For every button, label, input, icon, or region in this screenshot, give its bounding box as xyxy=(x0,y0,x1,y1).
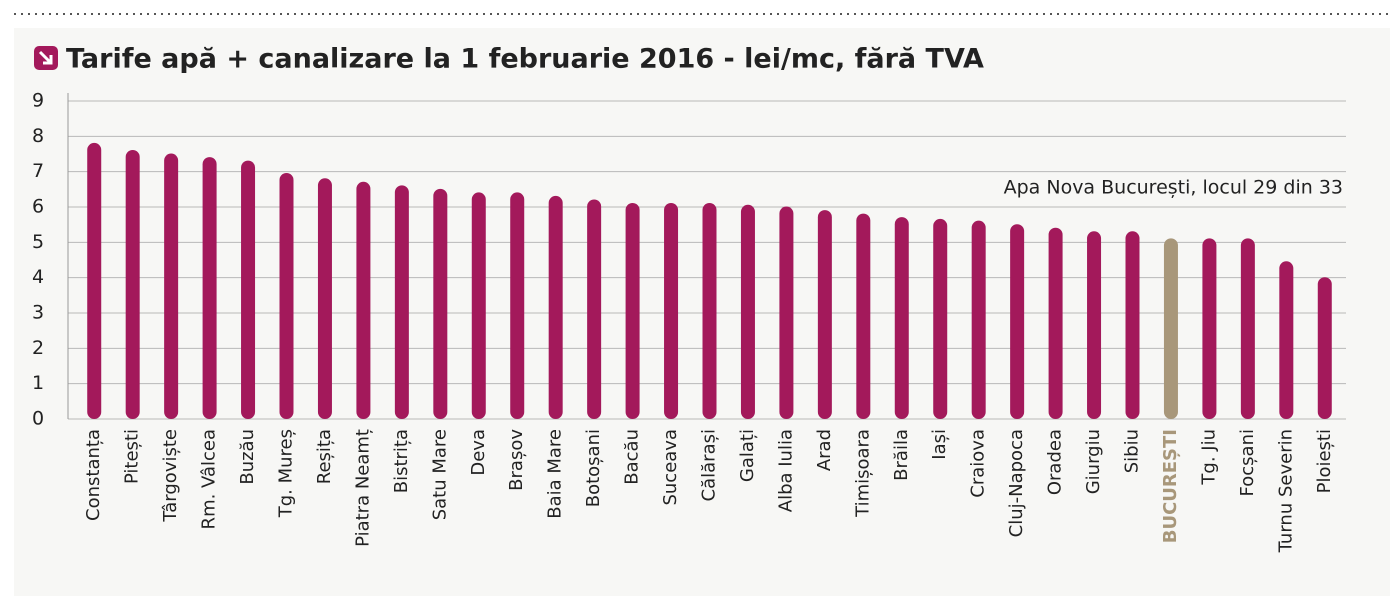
bar xyxy=(164,153,179,420)
x-tick-label: Timișoara xyxy=(852,429,873,518)
x-tick-label: Tg. Mureș xyxy=(276,429,297,518)
bar xyxy=(933,218,948,419)
bar xyxy=(394,185,409,419)
y-tick-label: 1 xyxy=(32,372,44,394)
bar xyxy=(1202,238,1217,419)
panel xyxy=(14,28,1390,596)
bar xyxy=(433,188,448,419)
bar xyxy=(1087,231,1102,419)
bar xyxy=(1240,238,1255,419)
x-tick-label: Târgoviște xyxy=(160,429,181,523)
x-tick-label: Rm. Vâlcea xyxy=(199,429,220,529)
bar xyxy=(702,203,717,419)
bar xyxy=(1317,277,1332,419)
x-tick-label: Suceava xyxy=(660,429,681,506)
bar xyxy=(125,150,140,419)
bar xyxy=(202,157,217,420)
x-tick-label: Tg. Jiu xyxy=(1198,429,1219,486)
y-tick-label: 9 xyxy=(32,90,44,112)
x-tick-label: Satu Mare xyxy=(429,429,450,520)
y-tick-label: 6 xyxy=(32,196,44,218)
bar xyxy=(1125,231,1140,419)
x-tick-label: Bistrița xyxy=(391,429,412,493)
y-tick-label: 4 xyxy=(32,266,44,288)
bar xyxy=(87,142,102,419)
bar xyxy=(317,178,332,419)
x-tick-label: Galați xyxy=(737,429,758,482)
bar xyxy=(894,217,909,419)
bar xyxy=(510,192,525,419)
x-tick-label: Giurgiu xyxy=(1083,429,1104,494)
x-tick-label: Buzău xyxy=(237,429,258,485)
bar xyxy=(356,181,371,419)
x-tick-label: Sibiu xyxy=(1122,429,1143,473)
bar xyxy=(1010,224,1025,419)
x-tick-label: Bacău xyxy=(622,429,643,485)
bar xyxy=(779,206,794,419)
x-tick-label: Iași xyxy=(929,429,950,460)
y-tick-label: 0 xyxy=(32,408,44,430)
bar xyxy=(471,192,486,419)
bar xyxy=(625,203,640,419)
bar xyxy=(1163,238,1178,419)
x-tick-label: Oradea xyxy=(1045,429,1066,495)
bar xyxy=(548,195,563,419)
x-tick-label: Baia Mare xyxy=(545,429,566,519)
x-tick-label: Pitești xyxy=(122,429,143,484)
bar xyxy=(1279,261,1294,419)
x-tick-label: Deva xyxy=(468,429,489,476)
bar xyxy=(971,220,986,419)
x-tick-label: Turnu Severin xyxy=(1275,429,1296,553)
x-tick-label: Reșița xyxy=(314,429,335,484)
y-tick-label: 7 xyxy=(32,160,44,182)
x-tick-label: Alba Iulia xyxy=(775,429,796,512)
bar xyxy=(664,203,679,419)
bar xyxy=(1048,227,1063,419)
title-icon-arrow xyxy=(38,50,53,65)
bar xyxy=(740,204,755,419)
x-tick-label: Brașov xyxy=(506,429,527,491)
x-tick-label: Cluj-Napoca xyxy=(1006,429,1027,537)
bar xyxy=(241,160,256,419)
bar xyxy=(279,172,294,419)
y-tick-label: 8 xyxy=(32,125,44,147)
y-tick-label: 3 xyxy=(32,302,44,324)
x-tick-label: Brăila xyxy=(891,429,912,481)
bar xyxy=(587,199,602,419)
x-tick-label: Piatra Neamț xyxy=(352,429,373,547)
y-tick-label: 5 xyxy=(32,231,44,253)
x-tick-label: Constanța xyxy=(83,429,104,521)
annotation: Apa Nova București, locul 29 din 33 xyxy=(1004,177,1343,199)
x-tick-label: Botoșani xyxy=(583,429,604,507)
x-tick-label: Focșani xyxy=(1237,429,1258,496)
x-tick-label: BUCUREȘTI xyxy=(1160,429,1181,543)
x-tick-label: Craiova xyxy=(968,429,989,498)
x-tick-label: Călărași xyxy=(699,429,720,501)
x-tick-label: Arad xyxy=(814,429,835,471)
bar xyxy=(856,213,871,419)
chart-title: Tarife apă + canalizare la 1 februarie 2… xyxy=(66,44,984,75)
y-tick-label: 2 xyxy=(32,337,44,359)
bar xyxy=(817,210,832,419)
x-tick-label: Ploiești xyxy=(1314,429,1335,493)
